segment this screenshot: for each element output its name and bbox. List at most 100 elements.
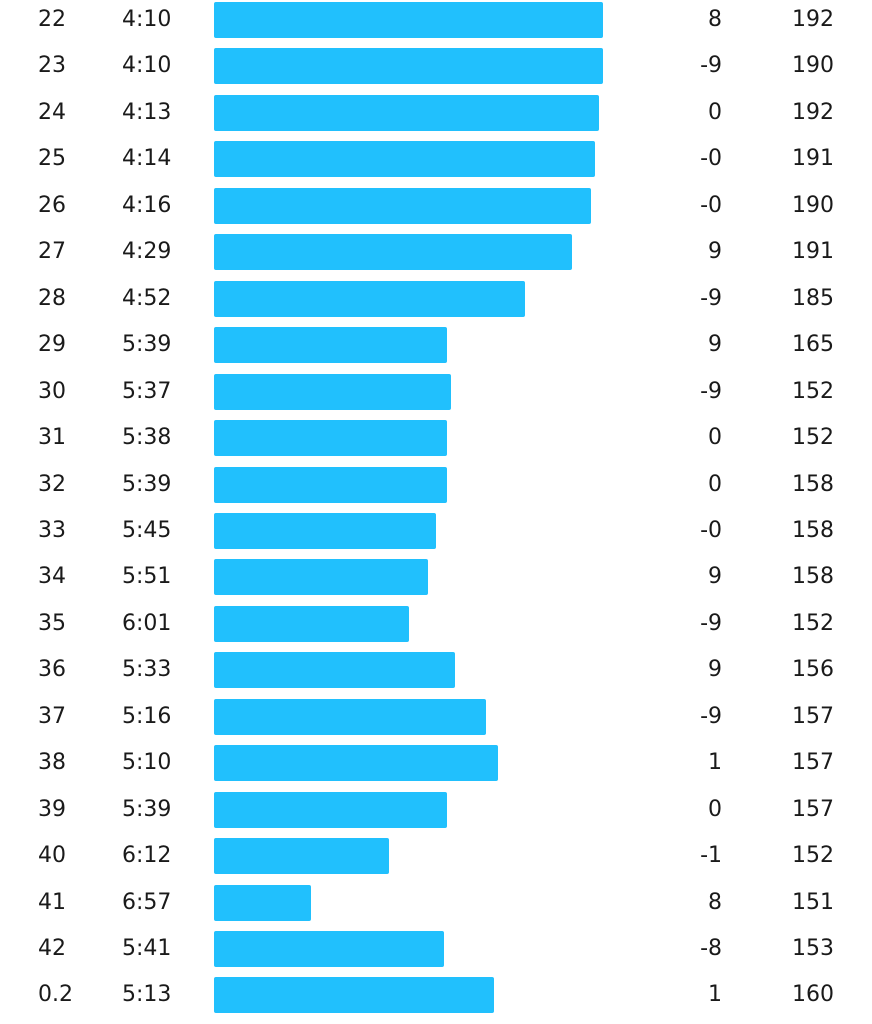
pace-bar <box>214 234 572 271</box>
split-pace: 5:39 <box>122 796 172 822</box>
split-heart-rate: 190 <box>792 192 834 218</box>
split-km: 42 <box>38 936 66 961</box>
split-heart-rate: 165 <box>792 332 834 358</box>
split-row[interactable]: 40 6:12 -1 152 <box>0 836 872 882</box>
split-pace: 5:45 <box>122 517 172 543</box>
split-pace: 6:01 <box>122 610 172 636</box>
split-km: 35 <box>38 610 66 636</box>
split-elevation: -9 <box>700 53 722 79</box>
split-row[interactable]: 41 6:57 8 151 <box>0 883 872 929</box>
split-row[interactable]: 31 5:38 0 152 <box>0 418 872 464</box>
split-km: 28 <box>38 285 66 311</box>
split-elevation: 9 <box>708 657 722 683</box>
split-km: 38 <box>38 750 66 776</box>
split-km: 23 <box>38 53 66 79</box>
split-pace: 4:29 <box>122 239 172 265</box>
split-km: 24 <box>38 99 66 125</box>
split-elevation: 1 <box>708 982 722 1008</box>
split-km: 29 <box>38 332 66 358</box>
pace-bar <box>214 2 603 38</box>
split-heart-rate: 158 <box>792 564 834 590</box>
split-row[interactable]: 42 5:41 -8 153 <box>0 929 872 975</box>
pace-bar <box>214 745 498 782</box>
split-pace: 4:10 <box>122 53 172 79</box>
split-pace: 5:16 <box>122 703 172 729</box>
split-row[interactable]: 30 5:37 -9 152 <box>0 372 872 418</box>
split-heart-rate: 152 <box>792 843 834 869</box>
split-pace: 4:16 <box>122 192 172 218</box>
split-km: 26 <box>38 192 66 218</box>
split-km: 36 <box>38 657 66 683</box>
pace-bar <box>214 512 436 549</box>
split-km: 27 <box>38 239 66 265</box>
split-km: 22 <box>38 7 66 32</box>
pace-bar <box>214 94 599 131</box>
split-pace: 5:13 <box>122 982 172 1008</box>
split-heart-rate: 152 <box>792 378 834 404</box>
split-km: 40 <box>38 843 66 869</box>
split-km: 39 <box>38 796 66 822</box>
split-elevation: 0 <box>708 99 722 125</box>
pace-bar <box>214 420 447 457</box>
pace-bar <box>214 466 447 503</box>
split-pace: 5:10 <box>122 750 172 776</box>
split-elevation: 8 <box>708 7 722 32</box>
split-row[interactable]: 28 4:52 -9 185 <box>0 279 872 325</box>
split-row[interactable]: 23 4:10 -9 190 <box>0 46 872 92</box>
split-row[interactable]: 29 5:39 9 165 <box>0 325 872 371</box>
split-row[interactable]: 36 5:33 9 156 <box>0 650 872 696</box>
pace-bar <box>214 559 428 596</box>
split-elevation: 9 <box>708 332 722 358</box>
split-row[interactable]: 39 5:39 0 157 <box>0 790 872 836</box>
split-heart-rate: 191 <box>792 146 834 172</box>
split-km: 33 <box>38 517 66 543</box>
split-km: 37 <box>38 703 66 729</box>
split-elevation: -9 <box>700 610 722 636</box>
split-pace: 4:52 <box>122 285 172 311</box>
pace-bar <box>214 791 447 828</box>
split-km: 34 <box>38 564 66 590</box>
split-pace: 5:41 <box>122 936 172 961</box>
split-elevation: 0 <box>708 425 722 451</box>
split-heart-rate: 151 <box>792 889 834 915</box>
split-pace: 6:12 <box>122 843 172 869</box>
split-heart-rate: 190 <box>792 53 834 79</box>
split-heart-rate: 192 <box>792 7 834 32</box>
split-row[interactable]: 25 4:14 -0 191 <box>0 139 872 185</box>
split-heart-rate: 157 <box>792 796 834 822</box>
split-elevation: 1 <box>708 750 722 776</box>
pace-bar <box>214 373 451 410</box>
split-pace: 5:33 <box>122 657 172 683</box>
pace-bar <box>214 48 603 85</box>
split-row[interactable]: 37 5:16 -9 157 <box>0 697 872 743</box>
split-row[interactable]: 35 6:01 -9 152 <box>0 604 872 650</box>
split-row[interactable]: 38 5:10 1 157 <box>0 743 872 789</box>
pace-bar <box>214 141 595 178</box>
split-elevation: -0 <box>700 517 722 543</box>
split-row[interactable]: 34 5:51 9 158 <box>0 557 872 603</box>
split-elevation: -9 <box>700 285 722 311</box>
split-elevation: -0 <box>700 146 722 172</box>
pace-bar <box>214 977 494 1014</box>
split-heart-rate: 160 <box>792 982 834 1008</box>
split-heart-rate: 185 <box>792 285 834 311</box>
split-heart-rate: 191 <box>792 239 834 265</box>
split-row[interactable]: 27 4:29 9 191 <box>0 232 872 278</box>
split-heart-rate: 157 <box>792 703 834 729</box>
split-elevation: -9 <box>700 703 722 729</box>
split-row[interactable]: 26 4:16 -0 190 <box>0 186 872 232</box>
pace-bar <box>214 280 525 317</box>
split-km: 41 <box>38 889 66 915</box>
split-row[interactable]: 22 4:10 8 192 <box>0 0 872 46</box>
split-elevation: -0 <box>700 192 722 218</box>
split-elevation: -1 <box>700 843 722 869</box>
split-row[interactable]: 0.2 5:13 1 160 <box>0 975 872 1021</box>
split-elevation: 9 <box>708 239 722 265</box>
split-row[interactable]: 24 4:13 0 192 <box>0 93 872 139</box>
split-heart-rate: 158 <box>792 471 834 497</box>
split-pace: 5:37 <box>122 378 172 404</box>
pace-bar <box>214 884 311 921</box>
split-row[interactable]: 32 5:39 0 158 <box>0 465 872 511</box>
split-row[interactable]: 33 5:45 -0 158 <box>0 511 872 557</box>
pace-bar <box>214 698 486 735</box>
